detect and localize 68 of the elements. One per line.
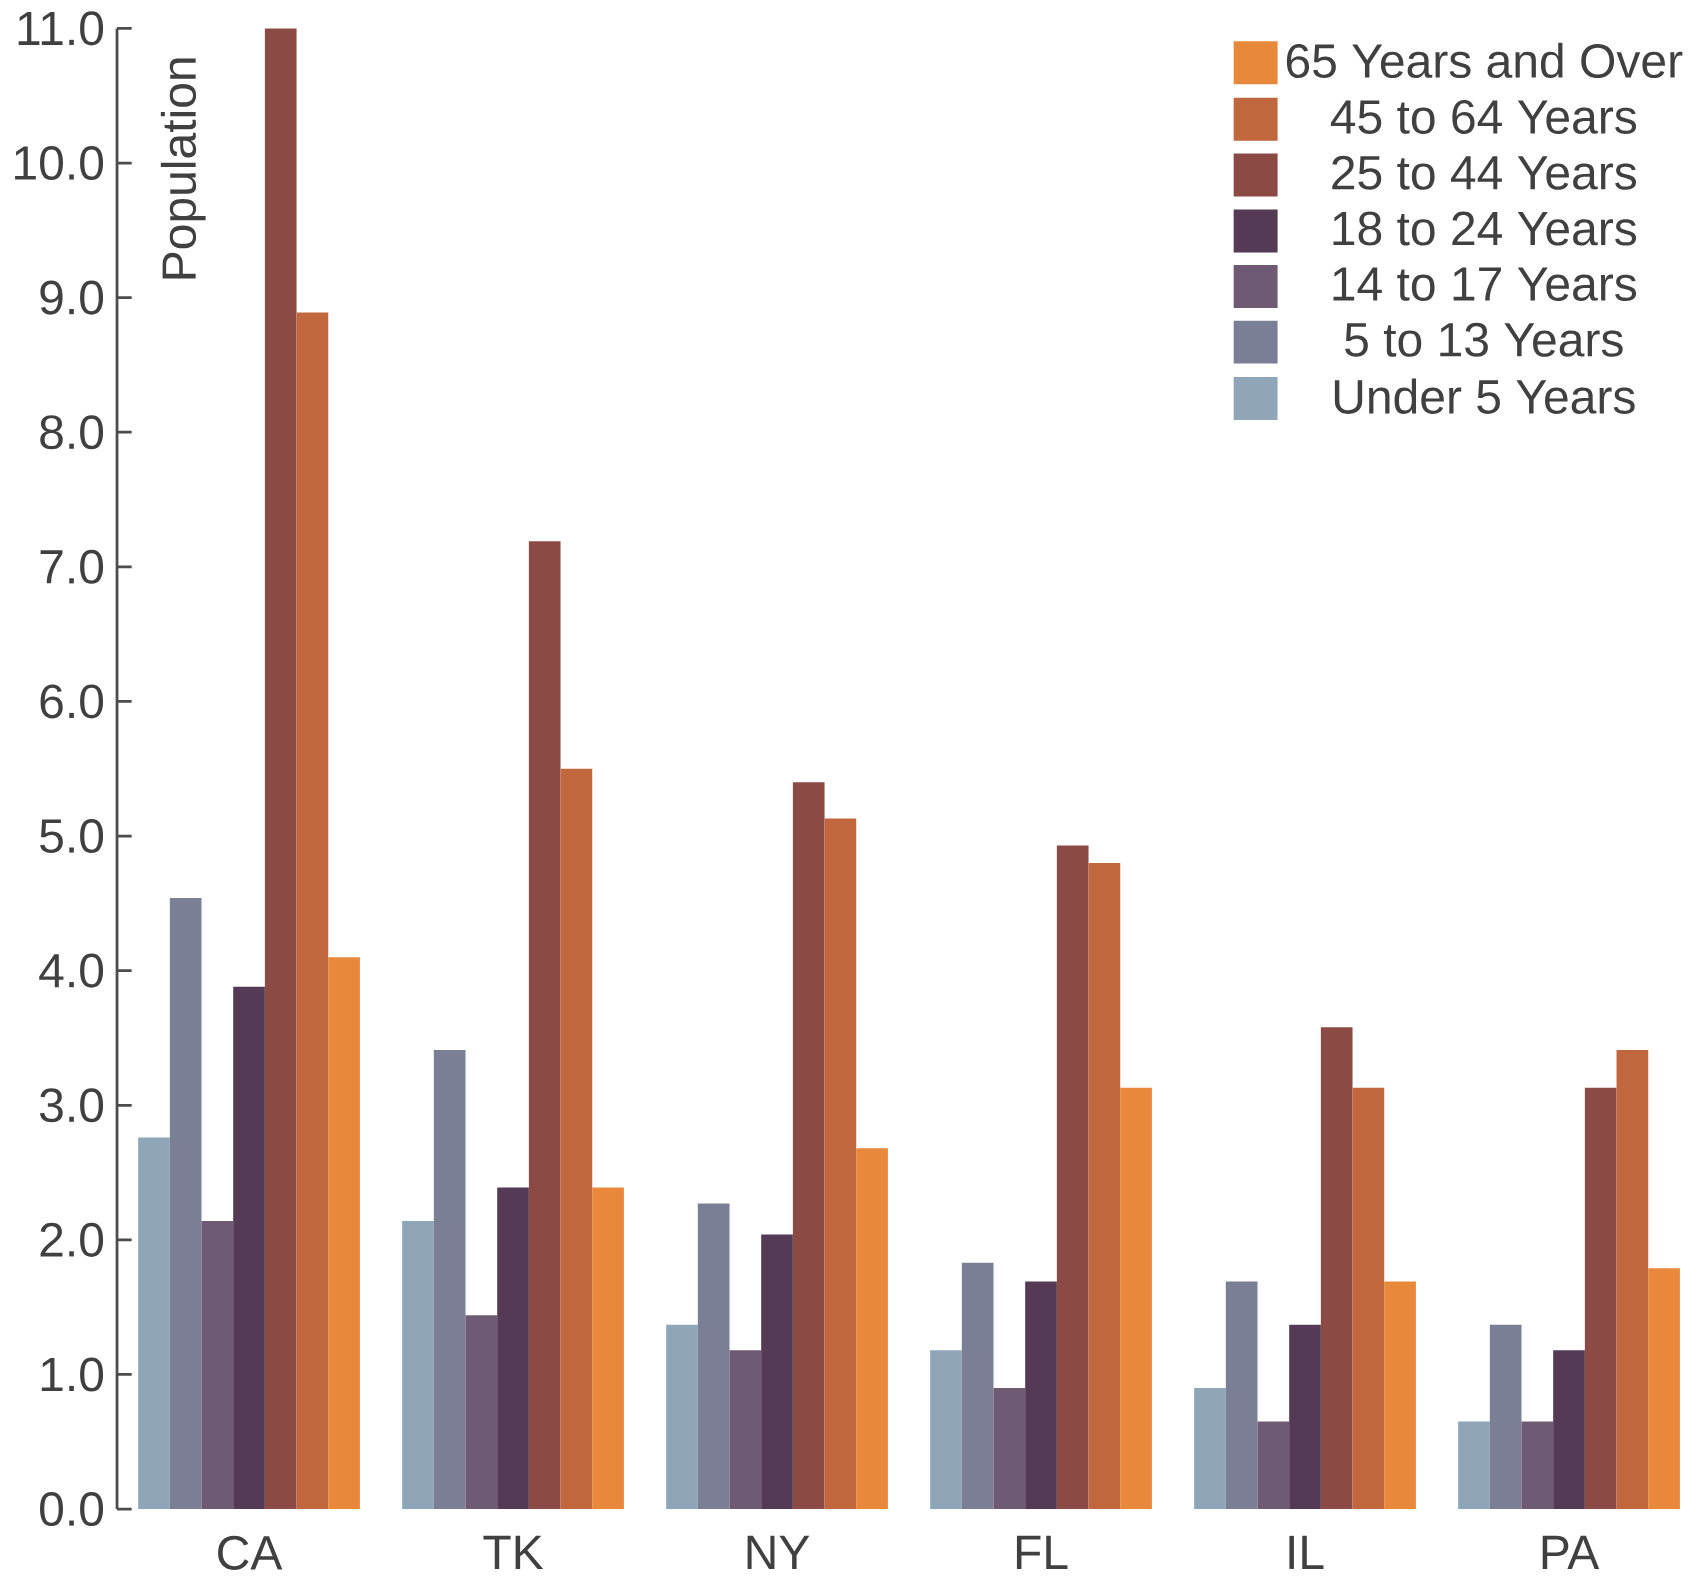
legend-label: Under 5 Years	[1334, 378, 1635, 414]
bar	[1648, 1268, 1680, 1509]
y-tick-label: 4.0	[39, 953, 104, 988]
bar	[1225, 1281, 1258, 1509]
bar	[1320, 1027, 1353, 1509]
bar	[792, 782, 825, 1509]
bar	[993, 1387, 1026, 1509]
y-tick-label: 2.0	[40, 1222, 104, 1257]
bar	[824, 818, 857, 1509]
y-axis-title: Population	[160, 58, 206, 279]
bar	[1521, 1421, 1554, 1509]
x-tick-label: IL	[1289, 1535, 1324, 1569]
bar	[1025, 1281, 1057, 1509]
bar	[169, 897, 202, 1509]
bar	[433, 1049, 466, 1509]
bar	[1056, 845, 1089, 1509]
legend-label: 65 Years and Over	[1286, 42, 1683, 78]
bar	[1088, 862, 1121, 1509]
bar	[961, 1262, 994, 1509]
legend-label: 18 to 24 Years	[1333, 211, 1637, 246]
bar	[666, 1324, 698, 1509]
y-tick-label: 7.0	[40, 549, 104, 584]
y-tick-label: 3.0	[39, 1088, 104, 1123]
bar	[729, 1350, 762, 1509]
legend-label: 14 to 17 Years	[1333, 267, 1637, 301]
bar	[1257, 1421, 1290, 1509]
bar	[296, 312, 329, 1509]
bar	[1489, 1324, 1522, 1509]
bar	[1120, 1087, 1152, 1509]
bar	[1352, 1087, 1385, 1509]
legend-label: 25 to 44 Years	[1332, 155, 1637, 190]
y-tick-label: 6.0	[40, 684, 104, 719]
bar	[402, 1220, 434, 1509]
bar	[856, 1148, 888, 1509]
y-tick-label: 9.0	[40, 280, 104, 315]
y-tick-label: 5.0	[40, 818, 104, 853]
x-tick-label: NY	[747, 1535, 810, 1569]
legend-label: 5 to 13 Years	[1345, 322, 1623, 357]
x-tick-label: TK	[483, 1535, 544, 1569]
bar	[1458, 1421, 1490, 1509]
bar	[1194, 1387, 1226, 1509]
bar	[1384, 1281, 1416, 1509]
legend-label: 45 to 64 Years	[1330, 99, 1637, 134]
bar	[560, 768, 593, 1509]
bar	[697, 1203, 730, 1509]
bar	[592, 1187, 624, 1509]
y-tick-label: 1.0	[41, 1357, 104, 1392]
bar	[201, 1220, 234, 1509]
bar	[1616, 1049, 1649, 1509]
bar	[1289, 1324, 1321, 1509]
y-tick-label: 0.0	[40, 1491, 104, 1526]
bar	[328, 957, 360, 1509]
bar	[528, 541, 561, 1509]
bar	[233, 986, 265, 1509]
bar	[138, 1137, 170, 1509]
bar	[930, 1350, 962, 1509]
x-tick-label: CA	[218, 1535, 283, 1570]
bar	[1584, 1087, 1617, 1509]
bar	[264, 28, 297, 1509]
x-tick-label: FL	[1016, 1535, 1068, 1569]
bar	[1553, 1350, 1585, 1509]
y-tick-label: 8.0	[40, 415, 104, 450]
bar	[465, 1315, 498, 1509]
bar	[761, 1234, 793, 1509]
y-tick-label: 11.0	[18, 11, 104, 46]
y-tick-label: 10.0	[15, 145, 104, 180]
bar	[497, 1187, 529, 1509]
x-tick-label: PA	[1542, 1535, 1600, 1569]
